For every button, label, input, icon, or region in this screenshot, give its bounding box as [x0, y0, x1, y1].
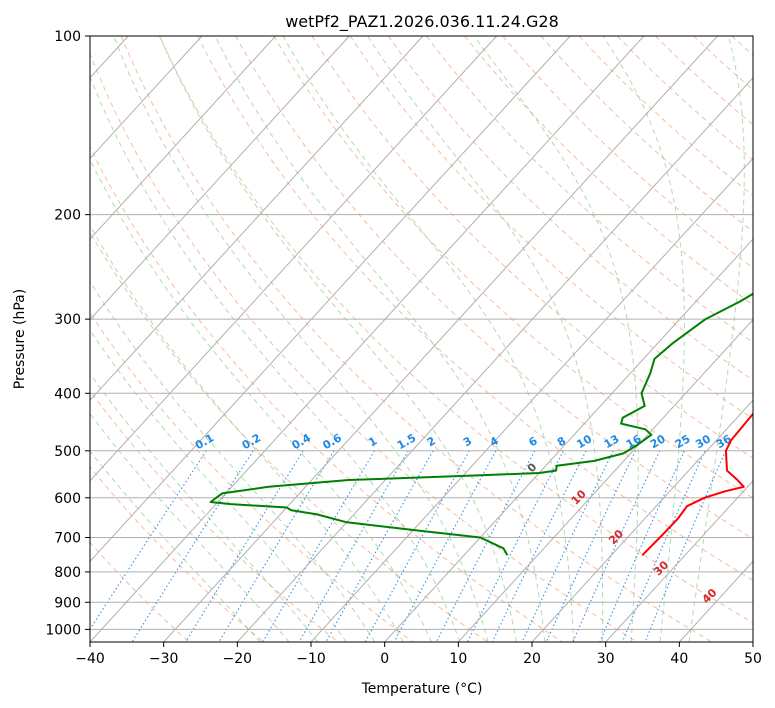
isotherm-line: [236, 77, 753, 642]
isotherm-line: [163, 36, 718, 642]
mixing-ratio-line: [364, 450, 470, 642]
x-tick-label: −10: [296, 651, 326, 667]
dry-adiabat-line: [90, 389, 339, 642]
y-axis: 100 200 300 400 500 600 700 800 900 1000: [45, 29, 90, 638]
isotherm-line: [90, 36, 276, 240]
x-tick-label: −20: [223, 651, 253, 667]
dry-adiabat-line: [90, 52, 638, 642]
dry-adiabat-line: [90, 231, 488, 642]
dry-adiabat-line: [426, 36, 753, 343]
y-tick-label: 700: [54, 531, 81, 547]
skewed-isotherms: [90, 36, 753, 642]
isotherm-line: [605, 480, 753, 642]
y-tick-label: 600: [54, 491, 81, 507]
x-tick-label: −40: [75, 651, 105, 667]
y-tick-label: 900: [54, 595, 81, 611]
mixing-ratio-line: [545, 450, 636, 642]
moist-adiabats: [90, 36, 745, 642]
chart-title: wetPf2_PAZ1.2026.036.11.24.G28: [285, 12, 559, 32]
mixing-ratio-line: [521, 450, 614, 642]
mixing-ratio-line: [218, 450, 335, 642]
dry-adiabat-line: [120, 36, 712, 642]
x-tick-label: 10: [449, 651, 467, 667]
mixing-ratio-line: [90, 450, 207, 631]
x-tick-label: −30: [149, 651, 179, 667]
moist-adiabat-line: [90, 224, 404, 642]
moist-adiabat-line: [90, 158, 432, 642]
profiles: [209, 292, 753, 557]
y-tick-label: 300: [54, 312, 81, 328]
isotherm-line: [310, 157, 753, 642]
moist-adiabat-line: [90, 75, 461, 642]
x-tick-label: 0: [380, 651, 389, 667]
x-axis: −40 −30 −20 −10 0 10 20 30 40 50: [75, 642, 762, 667]
moist-adiabat-line: [113, 36, 489, 642]
isotherm-line: [457, 318, 753, 642]
isotherm-line: [90, 36, 497, 482]
mixing-ratio-lines: [90, 450, 727, 642]
moist-adiabat-line: [90, 412, 290, 642]
y-tick-label: 200: [54, 208, 81, 224]
y-tick-label: 100: [54, 29, 81, 45]
y-tick-label: 400: [54, 386, 81, 402]
dry-adiabat-line: [464, 36, 753, 306]
mixing-ratio-line: [298, 450, 409, 642]
y-tick-label: 1000: [45, 622, 81, 638]
moist-adiabat-line: [282, 36, 575, 642]
dry-adiabat-line: [158, 36, 753, 624]
mixing-ratio-line: [393, 450, 497, 642]
isotherm-line: [90, 36, 571, 563]
x-tick-label: 40: [670, 651, 688, 667]
temperature-profile-line: [641, 412, 753, 557]
moist-adiabat-line: [688, 36, 745, 642]
y-tick-label: 500: [54, 444, 81, 460]
isotherm-line: [90, 36, 424, 401]
moist-adiabat-line: [473, 36, 639, 642]
dry-adiabat-line: [273, 36, 753, 499]
dry-adiabats: [90, 36, 753, 642]
plot-frame: [89, 35, 754, 643]
dry-adiabat-line: [197, 36, 753, 581]
x-tick-label: 50: [744, 651, 762, 667]
mixing-ratio-line: [491, 450, 587, 642]
moist-adiabat-line: [90, 280, 376, 642]
y-axis-label: Pressure (hPa): [12, 289, 28, 389]
mixing-ratio-line: [325, 450, 434, 642]
mixing-ratio-line: [435, 450, 536, 642]
moist-adiabat-line: [159, 36, 517, 642]
mixing-ratio-line: [572, 450, 661, 642]
mixing-ratio-line: [467, 450, 564, 642]
moist-adiabat-line: [602, 36, 685, 642]
x-axis-label: Temperature (°C): [361, 681, 483, 697]
dewpoint-profile-line: [209, 292, 753, 556]
x-tick-label: 20: [523, 651, 541, 667]
isotherm-line: [90, 36, 645, 642]
isotherm-line: [90, 36, 350, 321]
moist-adiabat-line: [90, 450, 261, 642]
isotherm-line: [531, 399, 753, 642]
isotherm-line: [384, 238, 753, 642]
dry-adiabat-line: [387, 36, 753, 381]
isotherm-line: [90, 36, 203, 160]
moist-adiabat-line: [90, 372, 319, 642]
moist-adiabat-line: [367, 36, 604, 642]
y-tick-label: 800: [54, 565, 81, 581]
x-tick-label: 30: [597, 651, 615, 667]
dry-adiabat-line: [90, 466, 264, 642]
mixing-ratio-line: [185, 450, 304, 642]
